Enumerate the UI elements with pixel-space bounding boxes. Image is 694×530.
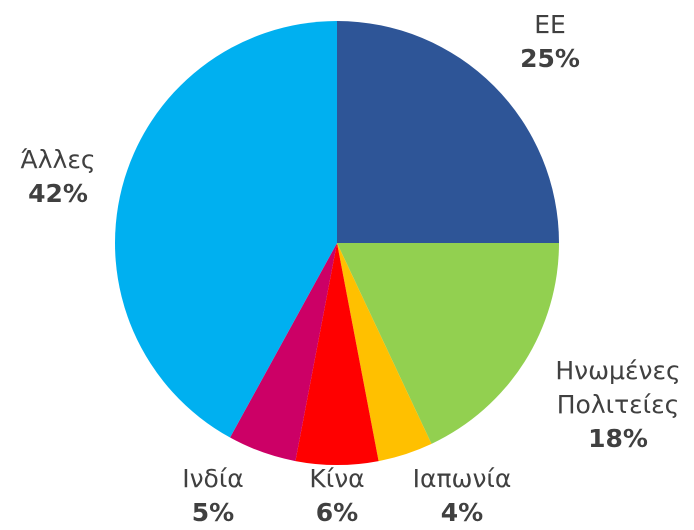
slice-label: Ηνωμένες Πολιτείες 18% xyxy=(538,354,694,456)
value-label: 18% xyxy=(588,424,648,453)
slice-label: Ινδία 5% xyxy=(158,462,268,530)
category-name: Άλλες xyxy=(20,145,96,174)
category-name: Κίνα xyxy=(309,464,365,493)
category-name: Ηνωμένες Πολιτείες xyxy=(555,356,681,419)
category-name: ΕΕ xyxy=(534,10,566,39)
value-label: 6% xyxy=(315,498,359,527)
slice-label: ΕΕ 25% xyxy=(490,8,610,76)
value-label: 25% xyxy=(520,44,580,73)
slice-label: Ιαπωνία 4% xyxy=(392,462,532,530)
pie-slice xyxy=(115,21,338,438)
value-label: 5% xyxy=(191,498,235,527)
slice-label: Άλλες 42% xyxy=(0,143,118,211)
pie-slice xyxy=(337,243,559,444)
value-label: 4% xyxy=(440,498,484,527)
slice-label: Κίνα 6% xyxy=(282,462,392,530)
pie-slice xyxy=(295,243,379,465)
pie-slice xyxy=(337,21,559,243)
category-name: Ιαπωνία xyxy=(412,464,512,493)
pie-slice xyxy=(230,243,337,462)
category-name: Ινδία xyxy=(182,464,244,493)
value-label: 42% xyxy=(28,179,88,208)
pie-slice xyxy=(337,243,432,462)
